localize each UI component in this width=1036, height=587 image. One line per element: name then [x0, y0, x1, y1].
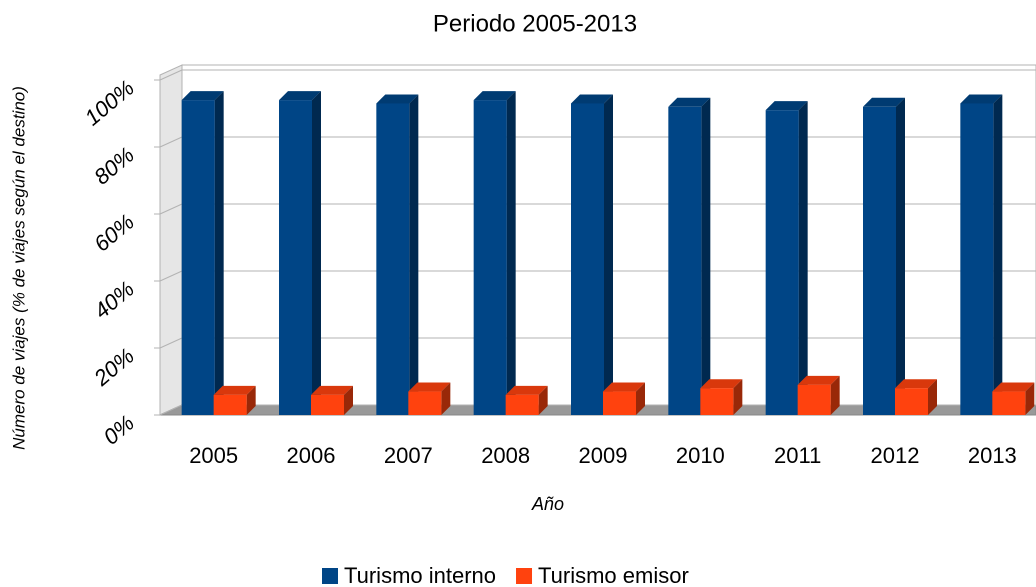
bar-top [213, 385, 256, 395]
bar-top [473, 91, 516, 101]
bar-top [765, 101, 808, 111]
bar [797, 384, 831, 415]
legend-swatch [322, 568, 338, 584]
bar-side [830, 375, 840, 415]
bar-side [701, 97, 711, 416]
bar-top [668, 97, 711, 107]
bar [505, 394, 539, 415]
bar [181, 100, 215, 415]
bar [700, 388, 734, 415]
x-axis-label: Año [531, 494, 564, 514]
bar-side [1025, 382, 1035, 415]
y-tick-label: 0% [99, 410, 139, 450]
grid-line-side [159, 203, 183, 215]
bar [895, 388, 928, 415]
x-tick-label: 2011 [774, 443, 821, 468]
bar-top [376, 94, 419, 104]
bar [571, 103, 604, 415]
x-tick-label: 2008 [481, 443, 530, 468]
bar-top [408, 382, 451, 392]
chart-title: Periodo 2005-2013 [433, 10, 637, 37]
bar-top [571, 94, 613, 104]
grid-line-side [159, 404, 183, 416]
bar [668, 106, 702, 416]
bar-side [896, 97, 905, 416]
bar-top [992, 382, 1035, 392]
bar-side [928, 379, 937, 415]
legend-swatch [516, 568, 533, 584]
bar-top [863, 97, 905, 107]
bar [473, 100, 507, 415]
bar-side [993, 94, 1003, 415]
grid-line-side [159, 136, 183, 148]
bar-side [733, 379, 743, 415]
bar-side [409, 94, 419, 415]
grid-line-side [159, 337, 183, 349]
bar-side [246, 385, 256, 415]
bar [279, 100, 312, 415]
y-tick-label: 100% [80, 75, 139, 130]
bar-side [214, 91, 224, 415]
bar-side [798, 101, 808, 416]
bar-top [700, 379, 743, 389]
grid-line-side [159, 69, 183, 81]
y-tick-label: 60% [89, 209, 139, 256]
bar [376, 103, 410, 415]
x-tick-label: 2007 [384, 443, 433, 468]
bar [213, 394, 247, 415]
x-tick-label: 2006 [287, 443, 336, 468]
bar-top [603, 382, 645, 392]
bar-side [344, 385, 353, 415]
legend-label: Turismo interno [344, 563, 496, 587]
bar-side [441, 382, 451, 415]
bar [603, 391, 636, 415]
bar-side [506, 91, 516, 415]
bar [311, 394, 344, 415]
bar [960, 103, 994, 415]
bar [765, 110, 799, 416]
bar-top [797, 375, 840, 385]
x-tick-label: 2009 [579, 443, 628, 468]
bar [408, 391, 442, 415]
bar [992, 391, 1026, 415]
y-tick-label: 80% [89, 142, 139, 189]
legend-label: Turismo emisor [538, 563, 689, 587]
bar-top [960, 94, 1003, 104]
x-tick-label: 2012 [871, 443, 920, 468]
bar-side [636, 382, 645, 415]
bar-top [311, 385, 353, 395]
y-tick-label: 40% [89, 276, 139, 323]
x-tick-label: 2010 [676, 443, 725, 468]
y-axis-label: Número de viajes (% de viajes según el d… [9, 86, 28, 450]
bar-side [538, 385, 548, 415]
bar-top [279, 91, 321, 101]
side-wall [159, 64, 183, 416]
bar-top [181, 91, 224, 101]
bar-side [312, 91, 321, 415]
bar-top [895, 379, 937, 389]
bar-side [604, 94, 613, 415]
y-tick-label: 20% [88, 343, 139, 391]
bar [863, 106, 896, 416]
grid-line-side [159, 270, 183, 282]
x-tick-label: 2013 [968, 443, 1017, 468]
x-tick-label: 2005 [189, 443, 238, 468]
bar-top [505, 385, 548, 395]
